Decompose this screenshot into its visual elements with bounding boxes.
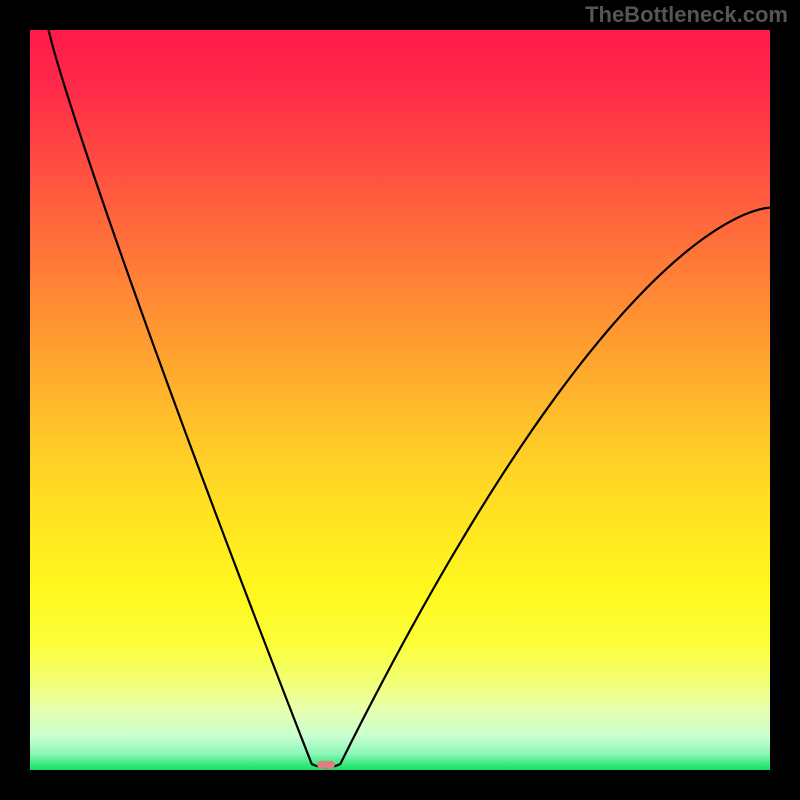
watermark-text: TheBottleneck.com (585, 2, 788, 28)
chart-plot-area (30, 30, 770, 770)
optimum-marker (317, 761, 335, 769)
chart-frame: TheBottleneck.com (0, 0, 800, 800)
chart-svg (30, 30, 770, 770)
chart-background (30, 30, 770, 770)
